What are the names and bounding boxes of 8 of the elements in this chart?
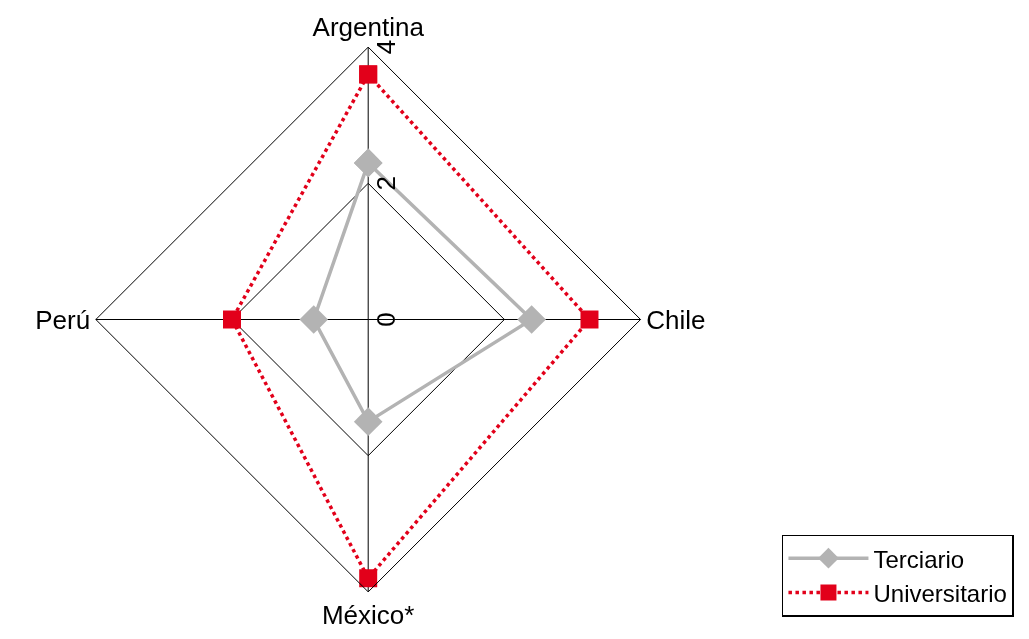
legend-label: Terciario bbox=[873, 545, 965, 573]
y-tick-label: 0 bbox=[370, 312, 401, 327]
legend-label: Universitario bbox=[873, 579, 1007, 607]
y-tick-label: 2 bbox=[370, 176, 401, 191]
spoke-label: México* bbox=[321, 599, 415, 630]
spoke-label: Perú bbox=[35, 304, 91, 335]
spoke-label: Chile bbox=[646, 304, 706, 335]
y-tick-label: 4 bbox=[370, 39, 401, 55]
